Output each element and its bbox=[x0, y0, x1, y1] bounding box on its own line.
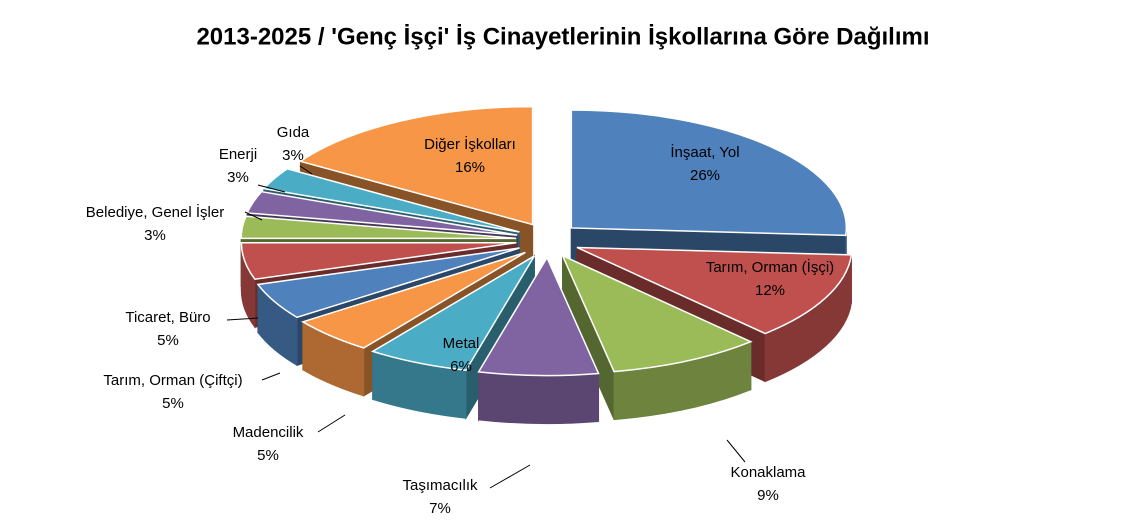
leader-line bbox=[299, 165, 313, 175]
slice-value-label: 7% bbox=[429, 500, 451, 517]
slice bbox=[370, 255, 536, 372]
slice-value-label: 5% bbox=[257, 447, 279, 464]
slice-value-label: 26% bbox=[690, 167, 720, 184]
slice-group bbox=[561, 254, 753, 421]
slice-side bbox=[478, 371, 600, 425]
slice-label: Diğer İşkolları bbox=[424, 135, 516, 153]
slice-group bbox=[477, 255, 600, 425]
chart-title: 2013-2025 / 'Genç İşçi' İş Cinayetlerini… bbox=[196, 23, 929, 50]
slice-value-label: 3% bbox=[282, 147, 304, 164]
leader-line bbox=[226, 317, 259, 321]
slice bbox=[576, 246, 853, 335]
slice-value-label: 6% bbox=[450, 358, 472, 375]
leader-line bbox=[317, 414, 346, 433]
slice bbox=[570, 109, 848, 237]
slice bbox=[301, 251, 526, 349]
slice bbox=[240, 242, 517, 281]
slice-label: Tarım, Orman (İşçi) bbox=[706, 258, 834, 276]
leader-line bbox=[261, 372, 281, 381]
slice-label: Taşımacılık bbox=[402, 477, 478, 494]
leader-line bbox=[257, 184, 286, 193]
leader-line bbox=[726, 439, 746, 463]
slice-label: Gıda bbox=[277, 124, 310, 141]
slice bbox=[298, 105, 534, 226]
slice-value-label: 12% bbox=[755, 282, 785, 299]
slice-value-label: 3% bbox=[144, 227, 166, 244]
slice-value-label: 5% bbox=[162, 395, 184, 412]
slice bbox=[240, 215, 517, 240]
slice bbox=[262, 167, 520, 233]
slice-label: İnşaat, Yol bbox=[670, 143, 739, 161]
leader-line bbox=[244, 211, 263, 221]
slice bbox=[477, 255, 600, 377]
slice-label: Ticaret, Büro bbox=[125, 309, 210, 326]
slice bbox=[561, 254, 753, 373]
slice-label: Belediye, Genel İşler bbox=[86, 203, 224, 221]
slice-label: Enerji bbox=[219, 146, 257, 163]
slice-value-label: 5% bbox=[157, 332, 179, 349]
slice-label: Konaklama bbox=[730, 464, 806, 481]
slice-label: Tarım, Orman (Çiftçi) bbox=[103, 372, 242, 389]
slice-label: Madencilik bbox=[233, 424, 304, 441]
slice-value-label: 3% bbox=[227, 169, 249, 186]
leader-line bbox=[489, 464, 531, 489]
slice-value-label: 16% bbox=[455, 159, 485, 176]
slice-label: Metal bbox=[443, 335, 480, 352]
slice-value-label: 9% bbox=[757, 487, 779, 504]
slice bbox=[256, 247, 520, 319]
